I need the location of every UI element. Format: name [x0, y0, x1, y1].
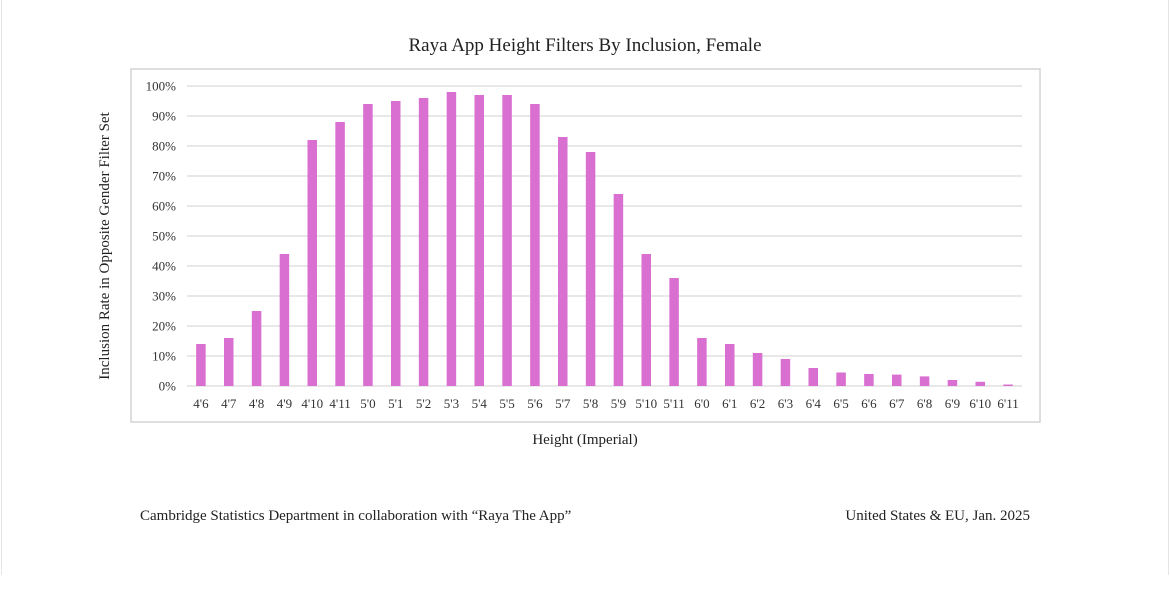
x-tick-label: 4'9 — [277, 396, 292, 411]
y-axis-tick-labels: 0% 10% 20% 30% 40% 50% 60% 70% 80% 90% 100% — [146, 79, 177, 394]
bar — [251, 311, 262, 386]
y-tick-label: 20% — [152, 319, 176, 334]
bar — [669, 278, 679, 386]
y-tick-label: 50% — [152, 229, 176, 244]
bar — [279, 254, 290, 386]
bar — [725, 344, 735, 386]
bar — [363, 104, 373, 386]
bar — [697, 338, 707, 386]
gridlines — [187, 85, 1022, 387]
right-edge-divider — [1168, 0, 1169, 575]
bar — [224, 338, 234, 386]
y-tick-label: 90% — [152, 109, 176, 124]
bar — [808, 368, 818, 386]
x-tick-label: 5'1 — [388, 396, 403, 411]
y-tick-label: 10% — [152, 349, 176, 364]
bars — [196, 92, 1013, 386]
bar — [975, 381, 985, 386]
x-tick-label: 5'4 — [472, 396, 488, 411]
x-tick-label: 4'11 — [329, 396, 350, 411]
y-tick-label: 100% — [146, 79, 177, 94]
bar — [585, 152, 596, 386]
x-tick-label: 4'7 — [221, 396, 237, 411]
bar — [391, 101, 401, 386]
x-tick-label: 6'7 — [889, 396, 905, 411]
x-tick-label: 5'8 — [583, 396, 598, 411]
bar — [752, 353, 763, 386]
bar — [919, 376, 930, 386]
x-tick-label: 6'11 — [997, 396, 1018, 411]
bar — [1003, 384, 1013, 386]
y-axis-label: Inclusion Rate in Opposite Gender Filter… — [97, 111, 113, 379]
bar — [307, 140, 317, 386]
x-tick-label: 4'10 — [301, 396, 323, 411]
bar — [780, 359, 791, 386]
x-tick-label: 6'1 — [722, 396, 737, 411]
bar — [864, 374, 874, 386]
y-tick-label: 30% — [152, 289, 176, 304]
x-tick-label: 6'3 — [778, 396, 793, 411]
x-tick-label: 5'7 — [555, 396, 571, 411]
x-tick-label: 4'6 — [193, 396, 209, 411]
x-tick-label: 5'9 — [611, 396, 626, 411]
x-tick-label: 5'0 — [360, 396, 375, 411]
bar — [196, 344, 206, 386]
x-axis-label: Height (Imperial) — [532, 432, 637, 448]
bar — [892, 374, 902, 386]
y-tick-label: 80% — [152, 139, 176, 154]
bar — [418, 98, 429, 386]
x-tick-label: 5'6 — [527, 396, 543, 411]
bar — [558, 137, 568, 386]
x-tick-label: 6'9 — [945, 396, 960, 411]
x-tick-label: 5'3 — [444, 396, 459, 411]
x-axis-tick-labels: 4'6 4'7 4'8 4'9 4'10 4'11 5'0 5'1 5'2 5'3 5'4 5'5 5'… — [193, 396, 1019, 411]
plot-area-frame — [130, 68, 1041, 423]
x-tick-label: 5'5 — [499, 396, 514, 411]
x-tick-label: 6'10 — [969, 396, 991, 411]
left-edge-divider — [1, 0, 2, 575]
footer-region-date-text: United States & EU, Jan. 2025 — [845, 508, 1030, 524]
x-tick-label: 6'4 — [806, 396, 822, 411]
x-tick-label: 6'6 — [861, 396, 877, 411]
x-tick-label: 6'0 — [694, 396, 709, 411]
x-tick-label: 5'2 — [416, 396, 431, 411]
bar — [836, 372, 846, 386]
x-tick-label: 6'5 — [833, 396, 848, 411]
chart-title: Raya App Height Filters By Inclusion, Fe… — [408, 35, 761, 56]
x-tick-label: 5'10 — [635, 396, 657, 411]
x-tick-label: 6'8 — [917, 396, 932, 411]
bar — [335, 122, 345, 386]
bar — [613, 194, 624, 386]
y-tick-label: 60% — [152, 199, 176, 214]
footer-source-text: Cambridge Statistics Department in colla… — [140, 508, 572, 524]
bar — [641, 254, 651, 386]
bar — [530, 104, 540, 386]
x-tick-label: 4'8 — [249, 396, 264, 411]
bar — [446, 92, 457, 386]
bar — [947, 380, 958, 386]
y-tick-label: 70% — [152, 169, 176, 184]
x-tick-label: 5'11 — [663, 396, 684, 411]
y-tick-label: 0% — [159, 379, 177, 394]
y-tick-label: 40% — [152, 259, 176, 274]
x-tick-label: 6'2 — [750, 396, 765, 411]
bar — [474, 95, 484, 386]
bar — [502, 95, 512, 386]
